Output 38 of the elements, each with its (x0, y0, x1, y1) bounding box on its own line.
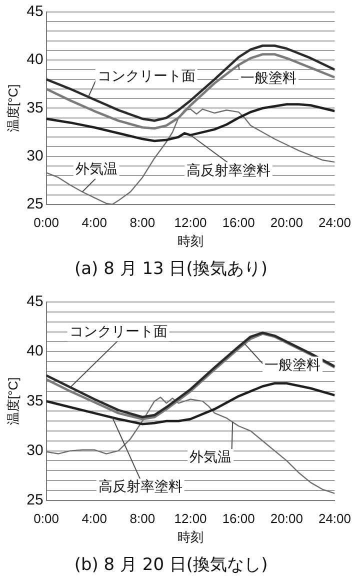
x-tick-label: 24:00 (318, 214, 352, 230)
x-tick-label: 8:00 (130, 510, 156, 526)
y-tick-label: 30 (26, 442, 44, 459)
series-label: 外気温 (75, 162, 118, 178)
x-tick-label: 16:00 (222, 214, 255, 230)
y-tick-label: 40 (26, 342, 44, 360)
x-tick-label: 4:00 (82, 510, 108, 526)
text: コンクリート面 (69, 324, 168, 340)
y-tick-label: 25 (26, 492, 44, 509)
x-axis-title: 時刻 (178, 529, 204, 544)
text: (b) 8 月 20 日(換気なし) (74, 555, 268, 576)
series-label: 一般塗料 (240, 70, 297, 87)
y-tick-label: 45 (26, 293, 44, 310)
series-label: コンクリート面 (97, 68, 196, 85)
x-tick-label: 12:00 (174, 214, 207, 230)
series-label: 一般塗料 (264, 357, 321, 374)
y-tick-label: 40 (26, 51, 44, 68)
x-tick-label: 16:00 (222, 510, 255, 526)
x-tick-label: 0:00 (34, 510, 59, 526)
series-label: 高反射率塗料 (186, 162, 271, 179)
y-tick-label: 35 (26, 392, 44, 410)
y-tick-label: 45 (26, 3, 44, 20)
x-tick-label: 4:00 (82, 214, 108, 230)
y-axis-title: 温度[°C] (5, 377, 20, 426)
x-axis-title: 時刻 (178, 233, 204, 248)
x-tick-label: 0:00 (34, 214, 59, 230)
text: 高反射率塗料 (98, 479, 182, 496)
series-label: 外気温 (190, 450, 232, 466)
text: (a) 8 月 13 日(換気あり) (74, 259, 268, 280)
x-tick-label: 20:00 (270, 510, 303, 526)
x-tick-label: 20:00 (270, 214, 303, 230)
x-tick-label: 12:00 (174, 510, 207, 526)
y-tick-label: 35 (26, 99, 44, 116)
y-axis-title: 温度[°C] (5, 84, 20, 132)
y-tick-label: 30 (26, 147, 44, 164)
y-tick-label: 25 (26, 196, 44, 213)
x-tick-label: 24:00 (318, 510, 352, 526)
x-tick-label: 8:00 (130, 214, 156, 230)
